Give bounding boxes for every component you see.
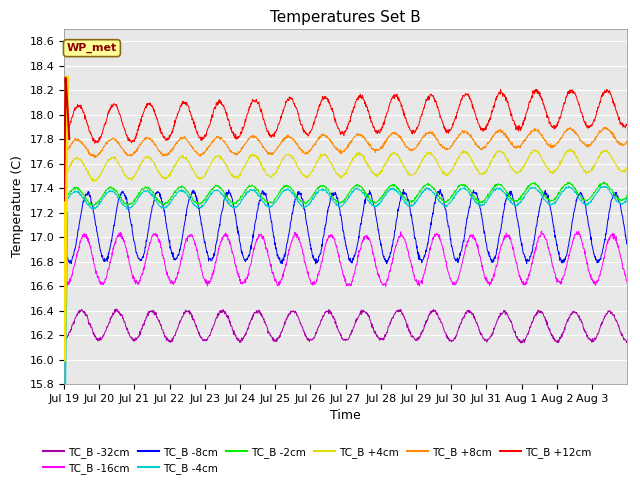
TC_B -16cm (479, 267, 486, 273)
Line: TC_B -16cm: TC_B -16cm (64, 231, 627, 287)
TC_B -32cm (617, 329, 625, 335)
TC_B +8cm (332, 145, 339, 151)
TC_B -8cm (436, 187, 444, 192)
TC_B +12cm (332, 119, 339, 125)
TC_B +8cm (623, 140, 631, 145)
Line: TC_B -32cm: TC_B -32cm (64, 309, 627, 343)
TC_B -4cm (596, 183, 604, 189)
TC_B -8cm (312, 261, 319, 267)
TC_B -32cm (479, 334, 486, 339)
Line: TC_B +12cm: TC_B +12cm (64, 89, 627, 143)
TC_B +4cm (148, 158, 156, 164)
TC_B -8cm (617, 204, 625, 209)
TC_B -4cm (332, 200, 339, 206)
Title: Temperatures Set B: Temperatures Set B (270, 10, 421, 25)
TC_B -16cm (562, 266, 570, 272)
TC_B +4cm (89, 179, 97, 184)
Text: WP_met: WP_met (67, 43, 117, 53)
TC_B +12cm (617, 120, 625, 126)
TC_B -2cm (148, 189, 156, 195)
TC_B -16cm (60, 278, 68, 284)
TC_B +8cm (479, 146, 486, 152)
TC_B +12cm (91, 140, 99, 146)
TC_B +4cm (332, 168, 339, 174)
TC_B -16cm (331, 236, 339, 242)
TC_B -16cm (538, 228, 545, 234)
TC_B -16cm (623, 280, 631, 286)
TC_B -32cm (562, 322, 570, 328)
TC_B +12cm (497, 86, 504, 92)
TC_B -32cm (113, 306, 121, 312)
TC_B +12cm (479, 126, 486, 132)
TC_B +12cm (562, 97, 570, 103)
TC_B +8cm (617, 142, 625, 148)
TC_B +4cm (623, 166, 631, 171)
TC_B -4cm (479, 203, 486, 208)
X-axis label: Time: Time (330, 409, 361, 422)
TC_B -4cm (60, 203, 68, 208)
TC_B -2cm (623, 192, 631, 198)
TC_B -4cm (124, 206, 131, 212)
TC_B -8cm (60, 243, 68, 249)
TC_B -2cm (332, 197, 339, 203)
TC_B -32cm (517, 340, 525, 346)
TC_B +4cm (561, 150, 569, 156)
TC_B -4cm (623, 197, 631, 203)
Line: TC_B -2cm: TC_B -2cm (64, 182, 627, 205)
TC_B -4cm (321, 187, 328, 193)
TC_B +8cm (321, 132, 328, 138)
TC_B -2cm (600, 179, 607, 185)
TC_B -32cm (60, 336, 68, 342)
TC_B -16cm (148, 233, 156, 239)
TC_B -2cm (617, 198, 625, 204)
TC_B -4cm (561, 186, 569, 192)
TC_B +12cm (321, 94, 328, 99)
TC_B +8cm (561, 128, 569, 134)
TC_B -8cm (321, 226, 328, 231)
TC_B +12cm (60, 138, 68, 144)
Line: TC_B +8cm: TC_B +8cm (64, 127, 627, 157)
TC_B -32cm (623, 338, 631, 344)
TC_B -2cm (321, 183, 328, 189)
Y-axis label: Temperature (C): Temperature (C) (11, 156, 24, 257)
TC_B -16cm (617, 252, 625, 258)
TC_B -8cm (148, 204, 156, 210)
TC_B +12cm (148, 104, 156, 109)
TC_B +4cm (617, 168, 625, 173)
TC_B +8cm (60, 153, 68, 158)
TC_B +8cm (92, 155, 99, 160)
TC_B -2cm (561, 181, 569, 187)
TC_B -8cm (479, 223, 487, 228)
Line: TC_B -8cm: TC_B -8cm (64, 190, 627, 264)
Line: TC_B -4cm: TC_B -4cm (64, 186, 627, 209)
Line: TC_B +4cm: TC_B +4cm (64, 149, 627, 181)
TC_B +4cm (479, 170, 486, 176)
TC_B -8cm (623, 240, 631, 246)
TC_B -16cm (382, 284, 390, 290)
TC_B +8cm (602, 124, 609, 130)
TC_B +8cm (148, 137, 156, 143)
TC_B -32cm (148, 308, 156, 313)
TC_B +4cm (60, 175, 68, 181)
TC_B -2cm (90, 203, 97, 208)
TC_B -4cm (148, 192, 156, 197)
Legend: TC_B -32cm, TC_B -16cm, TC_B -8cm, TC_B -4cm, TC_B -2cm, TC_B +4cm, TC_B +8cm, T: TC_B -32cm, TC_B -16cm, TC_B -8cm, TC_B … (39, 443, 596, 478)
TC_B -4cm (617, 201, 625, 206)
TC_B -2cm (60, 199, 68, 205)
TC_B -32cm (332, 321, 339, 326)
TC_B -16cm (320, 248, 328, 253)
TC_B +4cm (566, 146, 573, 152)
TC_B +12cm (623, 122, 631, 128)
TC_B -8cm (562, 254, 570, 260)
TC_B -2cm (479, 199, 486, 204)
TC_B -8cm (332, 189, 339, 195)
TC_B +4cm (321, 151, 328, 157)
TC_B -32cm (321, 311, 328, 317)
